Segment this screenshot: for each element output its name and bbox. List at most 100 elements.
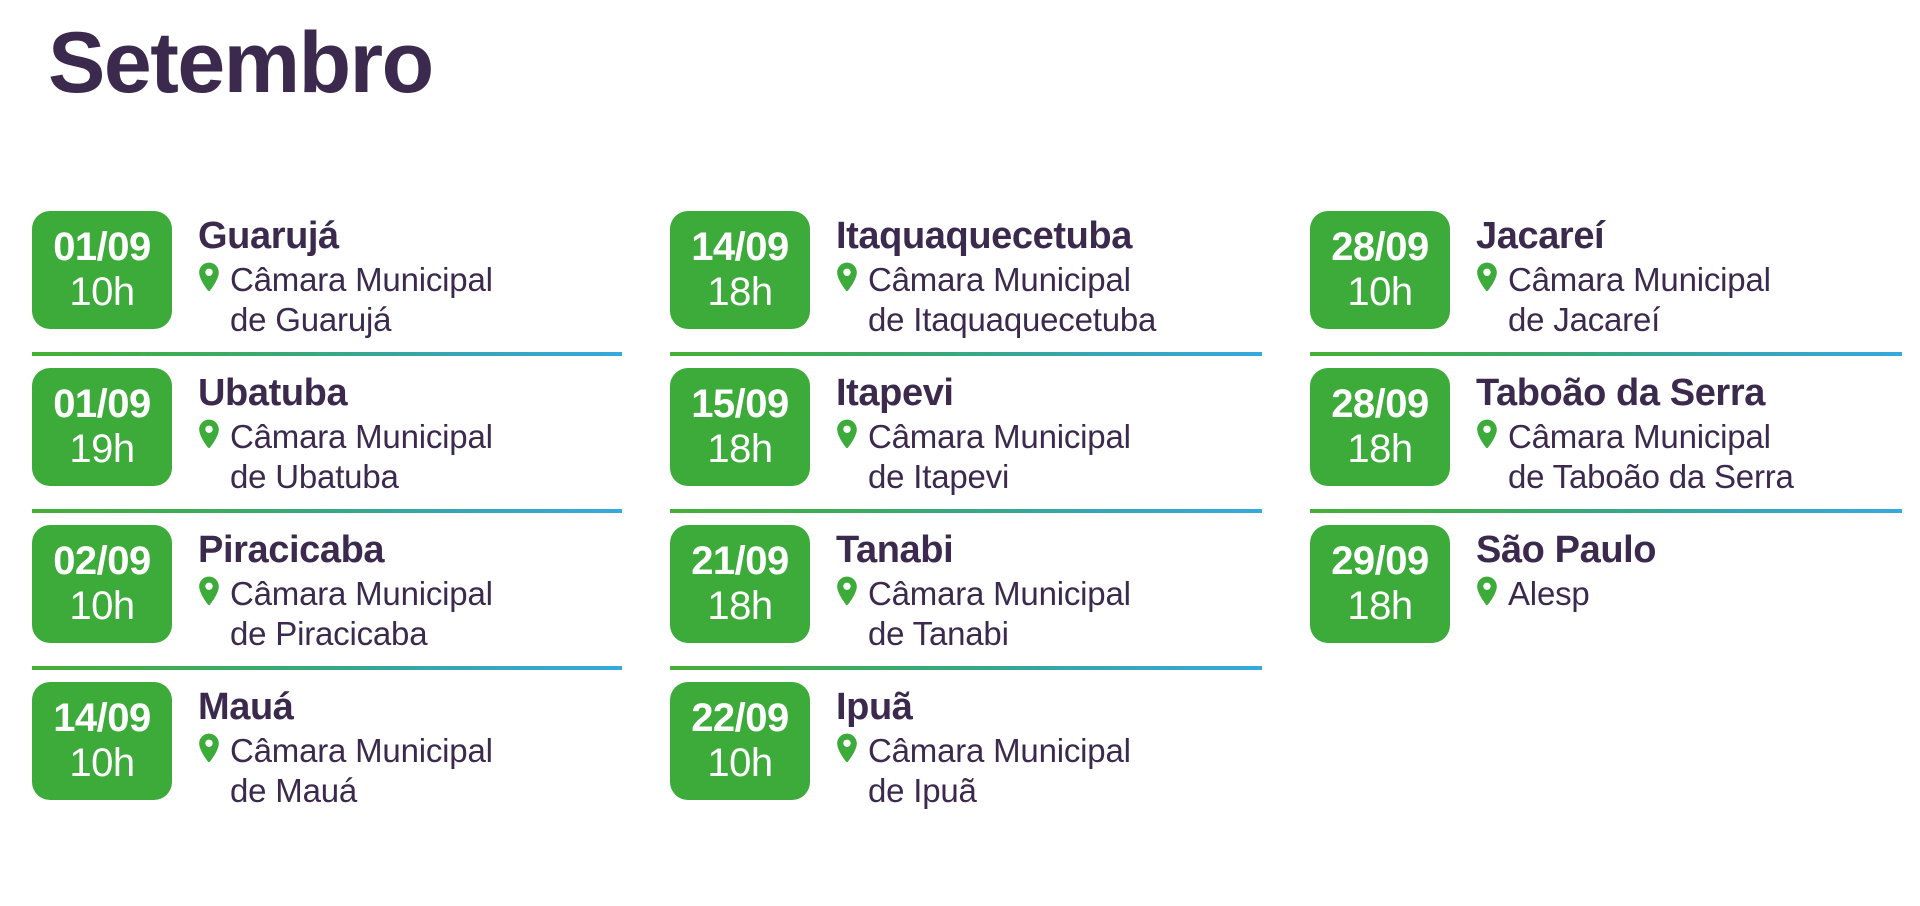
- venue-line: Câmara Municipal: [1508, 260, 1771, 298]
- event-city: Mauá: [198, 686, 294, 729]
- venue-line: Câmara Municipal: [1508, 417, 1771, 455]
- map-pin-icon: [198, 260, 220, 294]
- venue-line: de Ubatuba: [230, 457, 399, 495]
- event-venue: Câmara Municipal de Taboão da Serra: [1476, 417, 1902, 498]
- map-pin-icon: [836, 574, 858, 608]
- event-card[interactable]: 29/09 18h São Paulo Alesp: [1310, 519, 1902, 655]
- venue-line: de Taboão da Serra: [1508, 457, 1794, 495]
- event-info: Jacareí Câmara Municipal de Jacareí: [1450, 211, 1902, 340]
- venue-text: Câmara Municipal de Jacareí: [1508, 260, 1771, 341]
- event-card[interactable]: 28/09 10h Jacareí Câmara Municipal de Jacare…: [1310, 205, 1902, 352]
- event-venue: Alesp: [1476, 574, 1902, 614]
- event-card[interactable]: 22/09 10h Ipuã Câmara Municipal de Ipuã: [670, 676, 1262, 823]
- event-date: 22/09: [691, 696, 789, 741]
- event-city: São Paulo: [1476, 529, 1657, 572]
- event-venue: Câmara Municipal de Mauá: [198, 731, 622, 812]
- event-info: Ipuã Câmara Municipal de Ipuã: [810, 682, 1262, 811]
- event-city: Jacareí: [1476, 215, 1605, 257]
- venue-line: Câmara Municipal: [868, 417, 1131, 455]
- event-info: Guarujá Câmara Municipal de Guarujá: [172, 211, 622, 340]
- event-card[interactable]: 21/09 18h Tanabi Câmara Municipal de Tanabi: [670, 519, 1262, 666]
- event-hour: 10h: [707, 741, 773, 786]
- event-city: Taboão da Serra: [1476, 372, 1765, 415]
- event-hour: 10h: [69, 270, 135, 314]
- event-hour: 10h: [69, 584, 135, 629]
- event-info: Itapevi Câmara Municipal de Itapevi: [810, 368, 1262, 497]
- venue-text: Câmara Municipal de Guarujá: [230, 260, 493, 341]
- event-date: 14/09: [691, 225, 789, 270]
- map-pin-icon: [836, 417, 858, 451]
- event-date: 01/09: [53, 382, 151, 427]
- venue-line: de Itapevi: [868, 457, 1010, 495]
- event-info: Itaquaquecetuba Câmara Municipal de Itaqua…: [810, 211, 1262, 340]
- venue-text: Câmara Municipal de Piracicaba: [230, 574, 493, 655]
- date-badge: 14/09 10h: [32, 682, 172, 801]
- venue-line: de Tanabi: [868, 614, 1009, 652]
- venue-line: de Ipuã: [868, 771, 977, 809]
- venue-text: Alesp: [1508, 574, 1590, 614]
- events-columns: 01/09 10h Guarujá Câmara Municipal de Guaruj…: [0, 205, 1920, 823]
- event-card[interactable]: 01/09 10h Guarujá Câmara Municipal de Guaruj…: [32, 205, 622, 352]
- event-venue: Câmara Municipal de Itapevi: [836, 417, 1262, 498]
- venue-line: de Itaquaquecetuba: [868, 300, 1157, 338]
- event-card[interactable]: 28/09 18h Taboão da Serra Câmara Municipal d…: [1310, 362, 1902, 509]
- event-hour: 18h: [707, 427, 773, 472]
- venue-line: Câmara Municipal: [230, 574, 493, 612]
- event-hour: 18h: [707, 584, 773, 629]
- card-divider: [670, 666, 1262, 671]
- event-date: 28/09: [1331, 382, 1429, 427]
- event-venue: Câmara Municipal de Ubatuba: [198, 417, 622, 498]
- card-divider: [670, 352, 1262, 357]
- event-card[interactable]: 14/09 18h Itaquaquecetuba Câmara Municipal d…: [670, 205, 1262, 352]
- event-venue: Câmara Municipal de Jacareí: [1476, 260, 1902, 341]
- map-pin-icon: [836, 731, 858, 765]
- event-city: Itaquaquecetuba: [836, 215, 1132, 257]
- event-hour: 10h: [1347, 270, 1413, 314]
- venue-line: Câmara Municipal: [868, 574, 1131, 612]
- event-card[interactable]: 14/09 10h Mauá Câmara Municipal de Mauá: [32, 676, 622, 823]
- event-hour: 18h: [707, 270, 773, 314]
- event-info: Mauá Câmara Municipal de Mauá: [172, 682, 622, 811]
- event-info: Ubatuba Câmara Municipal de Ubatuba: [172, 368, 622, 497]
- card-divider: [32, 509, 622, 514]
- event-date: 02/09: [53, 539, 151, 584]
- event-card[interactable]: 01/09 19h Ubatuba Câmara Municipal de Ubatub…: [32, 362, 622, 509]
- event-card[interactable]: 02/09 10h Piracicaba Câmara Municipal de Pir…: [32, 519, 622, 666]
- event-date: 28/09: [1331, 225, 1429, 270]
- event-info: Tanabi Câmara Municipal de Tanabi: [810, 525, 1262, 654]
- event-venue: Câmara Municipal de Piracicaba: [198, 574, 622, 655]
- venue-text: Câmara Municipal de Itapevi: [868, 417, 1131, 498]
- event-info: Piracicaba Câmara Municipal de Piracicaba: [172, 525, 622, 654]
- map-pin-icon: [836, 260, 858, 294]
- venue-text: Câmara Municipal de Tanabi: [868, 574, 1131, 655]
- event-city: Tanabi: [836, 529, 954, 572]
- event-info: São Paulo Alesp: [1450, 525, 1902, 614]
- event-venue: Câmara Municipal de Tanabi: [836, 574, 1262, 655]
- events-column-2: 14/09 18h Itaquaquecetuba Câmara Municipal d…: [640, 205, 1280, 823]
- venue-text: Câmara Municipal de Mauá: [230, 731, 493, 812]
- event-city: Ubatuba: [198, 372, 348, 415]
- map-pin-icon: [1476, 260, 1498, 294]
- date-badge: 01/09 19h: [32, 368, 172, 487]
- event-hour: 10h: [69, 741, 135, 786]
- event-venue: Câmara Municipal de Guarujá: [198, 260, 622, 341]
- venue-text: Câmara Municipal de Taboão da Serra: [1508, 417, 1794, 498]
- venue-text: Câmara Municipal de Ubatuba: [230, 417, 493, 498]
- card-divider: [670, 509, 1262, 514]
- event-city: Piracicaba: [198, 529, 385, 572]
- event-venue: Câmara Municipal de Ipuã: [836, 731, 1262, 812]
- venue-line: Câmara Municipal: [868, 260, 1131, 298]
- event-city: Itapevi: [836, 372, 954, 415]
- card-divider: [1310, 509, 1902, 514]
- events-column-3: 28/09 10h Jacareí Câmara Municipal de Jacare…: [1280, 205, 1920, 655]
- event-hour: 18h: [1347, 584, 1413, 629]
- event-date: 15/09: [691, 382, 789, 427]
- event-card[interactable]: 15/09 18h Itapevi Câmara Municipal de Itapev…: [670, 362, 1262, 509]
- event-date: 01/09: [53, 225, 151, 270]
- map-pin-icon: [1476, 574, 1498, 608]
- event-city: Ipuã: [836, 686, 913, 729]
- date-badge: 15/09 18h: [670, 368, 810, 487]
- venue-line: Câmara Municipal: [230, 260, 493, 298]
- venue-line: Câmara Municipal: [230, 417, 493, 455]
